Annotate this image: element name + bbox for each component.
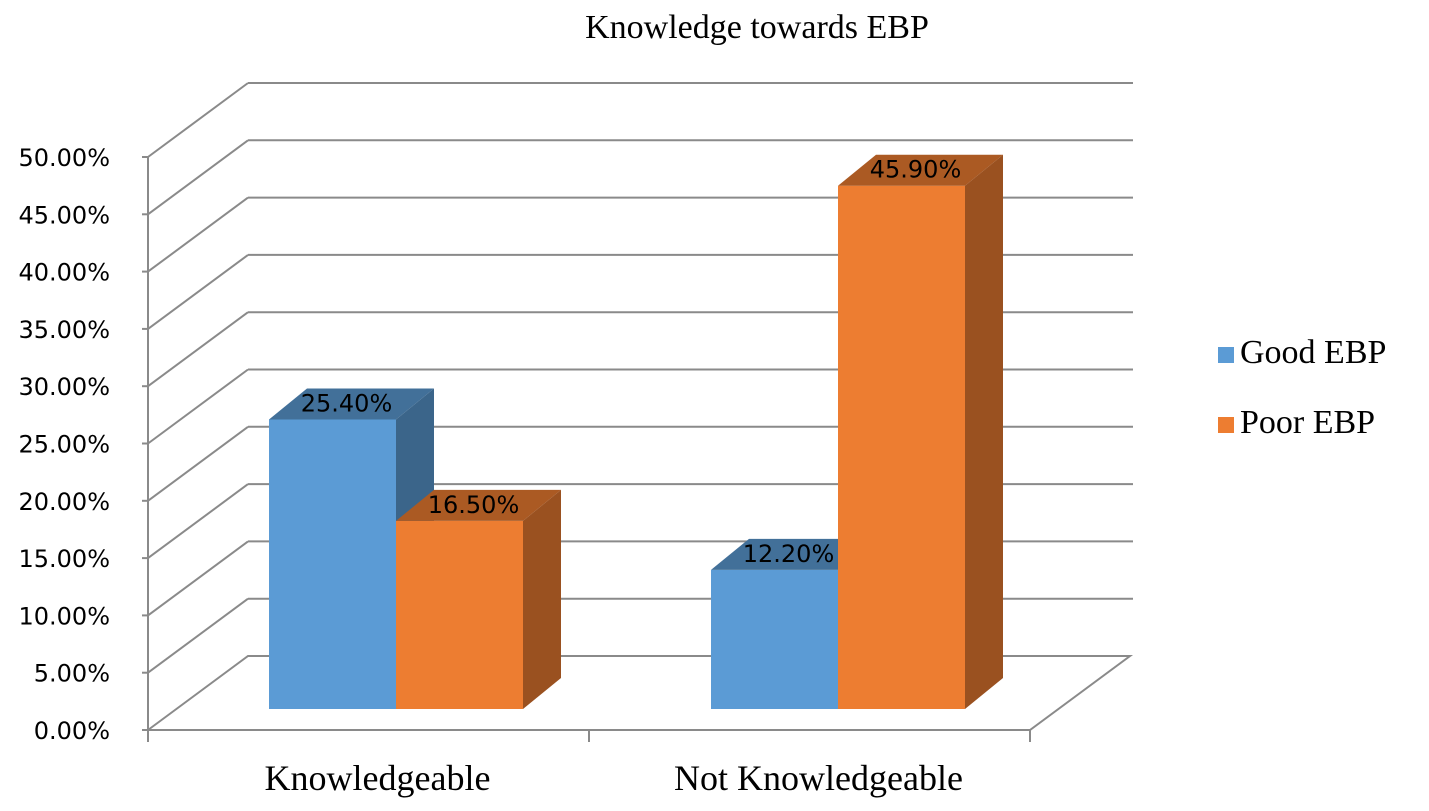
- bar-top-face: [269, 388, 434, 420]
- legend: Good EBP Poor EBP: [1218, 334, 1386, 441]
- data-label: 16.50%: [428, 491, 520, 519]
- bar-poor-ebp: [838, 154, 1003, 710]
- bars: [269, 154, 1003, 710]
- legend-swatch: [1218, 417, 1234, 433]
- gridline-side: [147, 254, 249, 330]
- data-label: 12.20%: [743, 540, 835, 568]
- data-labels: 25.40% 16.50% 12.20% 45.90%: [301, 156, 962, 568]
- x-category-label: Knowledgeable: [265, 758, 491, 798]
- legend-swatch: [1218, 347, 1234, 363]
- gridline-side: [147, 540, 249, 617]
- gridline-side: [147, 425, 249, 502]
- bar-top-face: [711, 538, 876, 570]
- gridline-side: [147, 139, 249, 216]
- bar-poor-ebp: [396, 489, 561, 709]
- gridline-side: [147, 196, 249, 273]
- y-tick-label: 0.00%: [34, 717, 110, 745]
- y-tick-label: 15.00%: [18, 545, 110, 573]
- gridline-side: [147, 311, 249, 388]
- gridline-side: [147, 82, 249, 158]
- bar-top-face: [396, 489, 561, 521]
- bar-top-face: [838, 154, 1003, 186]
- bar-front-face: [396, 520, 523, 709]
- y-tick-label: 40.00%: [18, 259, 110, 287]
- data-label: 45.90%: [870, 156, 962, 184]
- y-tick-label: 5.00%: [34, 660, 110, 688]
- y-axis-ticks: 0.00% 5.00% 10.00% 15.00% 20.00% 25.00% 30.00%…: [18, 144, 110, 745]
- y-tick-label: 25.00%: [18, 431, 110, 459]
- y-tick-label: 20.00%: [18, 488, 110, 516]
- gridline-side: [147, 368, 249, 445]
- gridline-side: [147, 483, 249, 559]
- y-tick-label: 10.00%: [18, 602, 110, 630]
- x-category-label: Not Knowledgeable: [674, 758, 963, 798]
- bar-front-face: [269, 419, 396, 709]
- legend-label: Good EBP: [1240, 334, 1386, 371]
- x-axis-categories: Knowledgeable Not Knowledgeable: [265, 758, 963, 798]
- bar-front-face: [711, 569, 838, 709]
- chart-title: Knowledge towards EBP: [585, 9, 929, 46]
- y-tick-label: 30.00%: [18, 373, 110, 401]
- data-label: 25.40%: [301, 389, 393, 417]
- y-tick-label: 35.00%: [18, 316, 110, 344]
- bar-front-face: [838, 185, 965, 710]
- bar-side-face: [965, 154, 1003, 710]
- bar-side-face: [523, 489, 561, 709]
- legend-label: Poor EBP: [1240, 404, 1375, 441]
- y-tick-label: 45.00%: [18, 201, 110, 229]
- bar-good-ebp: [269, 388, 434, 709]
- y-tick-label: 50.00%: [18, 144, 110, 172]
- gridline-side: [147, 597, 249, 674]
